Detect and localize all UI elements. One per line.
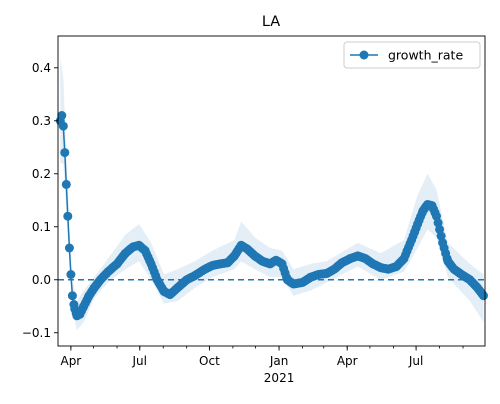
series-point: [436, 231, 446, 241]
y-tick-label: 0.4: [32, 61, 51, 75]
legend-label: growth_rate: [388, 48, 463, 63]
axes-layer: −0.1 0.0 0.1 0.2 0.3 0.4 Apr Jul Oct Jan 2021 Apr Ju…: [22, 35, 486, 385]
x-tick-label: Apr: [60, 354, 81, 368]
x-tick-label: Apr: [337, 354, 358, 368]
y-tick-label: 0.1: [32, 220, 51, 234]
x-tick-label: Jul: [408, 354, 423, 368]
y-tick-label: 0.0: [32, 273, 51, 287]
series-point: [479, 291, 488, 301]
series-point: [61, 179, 71, 189]
series-layer: [55, 111, 488, 321]
series-point: [57, 111, 67, 120]
y-tick-label: −0.1: [22, 326, 51, 340]
series-point: [66, 270, 76, 279]
series-point: [60, 148, 70, 158]
series-point: [58, 121, 68, 131]
series-point: [63, 211, 73, 221]
x-tick-label: Oct: [199, 354, 220, 368]
plot-frame: [57, 35, 486, 347]
y-tick-label: 0.2: [32, 167, 51, 181]
x-tick-label: Jul: [132, 354, 147, 368]
legend: growth_rate: [343, 41, 481, 69]
x-tick-label: Jan: [269, 354, 289, 368]
x-year-label: 2021: [264, 371, 295, 385]
legend-box: [343, 41, 481, 69]
y-tick-label: 0.3: [32, 114, 51, 128]
series-point: [64, 243, 74, 253]
chart-title: LA: [262, 14, 280, 30]
series-point: [67, 291, 77, 301]
legend-marker: [359, 50, 369, 60]
